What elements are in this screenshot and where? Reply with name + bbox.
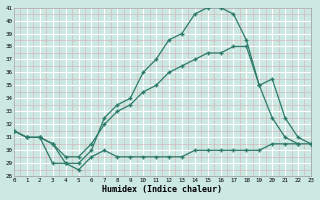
X-axis label: Humidex (Indice chaleur): Humidex (Indice chaleur) (102, 185, 222, 194)
